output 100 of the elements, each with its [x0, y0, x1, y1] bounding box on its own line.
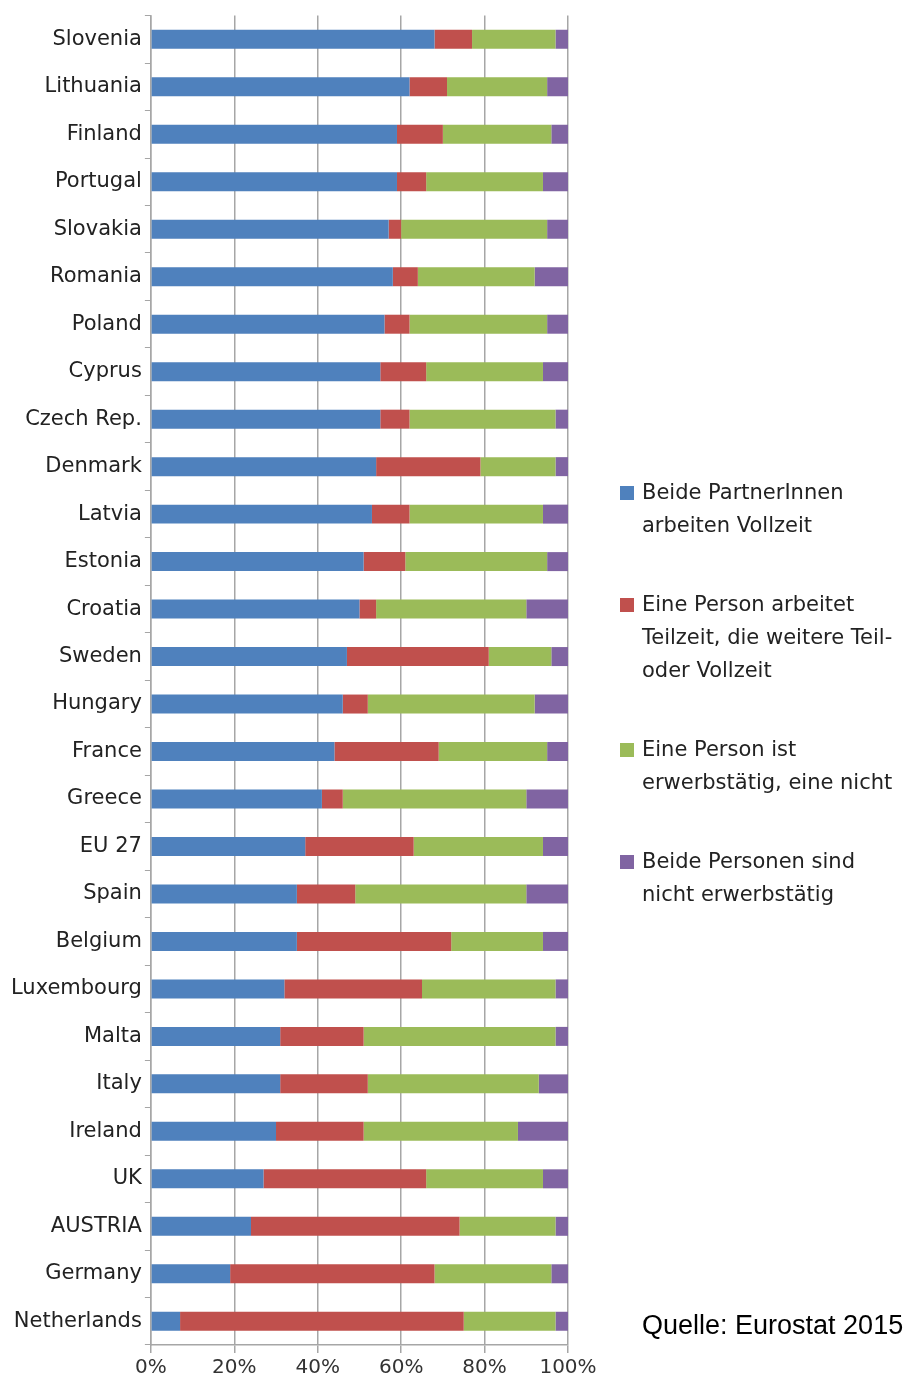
bar: [230, 1264, 435, 1284]
bar: [526, 884, 568, 904]
bar: [434, 29, 473, 49]
bar: [472, 29, 556, 49]
bar: [371, 504, 410, 524]
source-note: Quelle: Eurostat 2015: [642, 1310, 904, 1341]
bar: [551, 647, 568, 667]
bar: [409, 314, 548, 334]
bar: [534, 694, 568, 714]
bar: [263, 1169, 427, 1189]
bar: [151, 694, 343, 714]
bar: [409, 409, 556, 429]
bar: [334, 742, 439, 762]
bar: [417, 267, 535, 287]
bar: [151, 124, 397, 144]
y-tick-label: Ireland: [69, 1117, 142, 1142]
bar: [276, 1121, 364, 1141]
bar: [555, 1026, 568, 1046]
y-tick-label: Croatia: [66, 595, 142, 620]
bar: [151, 362, 381, 382]
y-tick-label: Portugal: [54, 168, 142, 193]
bar: [426, 362, 543, 382]
bar: [547, 314, 568, 334]
bar: [451, 931, 543, 951]
legend-label: Eine Person arbeitet Teilzeit, die weitere Teil- oder Vollzeit: [642, 591, 894, 684]
y-tick-label: Netherlands: [13, 1307, 142, 1332]
legend-label: Beide PartnerInnen arbeiten Vollzeit: [642, 479, 845, 539]
bar: [555, 29, 568, 49]
bar: [551, 124, 568, 144]
bar: [151, 29, 435, 49]
bar: [151, 552, 364, 572]
bar: [542, 1169, 568, 1189]
bar: [401, 219, 548, 239]
bar: [526, 789, 568, 809]
y-tick-label: Poland: [71, 310, 142, 335]
x-tick-label: 0%: [135, 1354, 167, 1379]
bar: [296, 931, 452, 951]
bar: [555, 1216, 568, 1236]
bar: [384, 314, 410, 334]
bar: [151, 884, 297, 904]
bar: [426, 172, 543, 192]
bar: [151, 1074, 281, 1094]
y-tick-label: Cyprus: [68, 358, 142, 383]
bar: [396, 124, 443, 144]
y-tick-label: Spain: [83, 880, 142, 905]
y-tick-label: Lithuania: [44, 73, 142, 98]
bar: [280, 1026, 364, 1046]
bar: [151, 836, 306, 856]
bar: [555, 1311, 568, 1331]
legend-label: Eine Person ist erwerbstätig, eine nicht: [642, 736, 894, 796]
y-tick-label: Hungary: [52, 690, 142, 715]
y-tick-label: Italy: [96, 1070, 142, 1095]
y-tick-label: Estonia: [64, 548, 142, 573]
bar: [380, 409, 410, 429]
bar: [250, 1216, 460, 1236]
bar: [363, 552, 406, 572]
bar: [426, 1169, 543, 1189]
x-tick-label: 100%: [539, 1354, 597, 1379]
bar: [151, 1121, 277, 1141]
y-tick-label: Greece: [67, 785, 142, 810]
bar: [151, 219, 389, 239]
bar: [547, 552, 568, 572]
bar: [488, 647, 552, 667]
bar: [284, 979, 423, 999]
bar: [555, 979, 568, 999]
bar: [376, 599, 527, 619]
bar: [180, 1311, 464, 1331]
bar: [151, 647, 347, 667]
bar: [405, 552, 548, 572]
bar: [463, 1311, 556, 1331]
bar: [151, 172, 397, 192]
y-tick-label: Germany: [45, 1260, 142, 1285]
bar: [555, 457, 568, 477]
bar: [555, 409, 568, 429]
bar: [551, 1264, 568, 1284]
bar: [542, 836, 568, 856]
bar: [151, 742, 335, 762]
bar: [151, 1311, 181, 1331]
bar: [151, 267, 393, 287]
bar: [359, 599, 377, 619]
bar: [542, 504, 568, 524]
bar: [526, 599, 568, 619]
bar: [151, 1216, 251, 1236]
x-tick-label: 80%: [462, 1354, 507, 1379]
bar: [409, 77, 448, 97]
bar: [442, 124, 552, 144]
bar: [547, 77, 568, 97]
bar: [542, 172, 568, 192]
bar: [296, 884, 356, 904]
bar: [534, 267, 568, 287]
x-tick-label: 40%: [295, 1354, 340, 1379]
y-tick-label: France: [72, 737, 142, 762]
bar: [280, 1074, 368, 1094]
bar: [151, 1169, 264, 1189]
bar: [438, 742, 548, 762]
bar: [151, 504, 372, 524]
bar: [151, 979, 285, 999]
bar: [151, 314, 385, 334]
bar: [151, 599, 360, 619]
y-tick-label: Czech Rep.: [25, 405, 142, 430]
